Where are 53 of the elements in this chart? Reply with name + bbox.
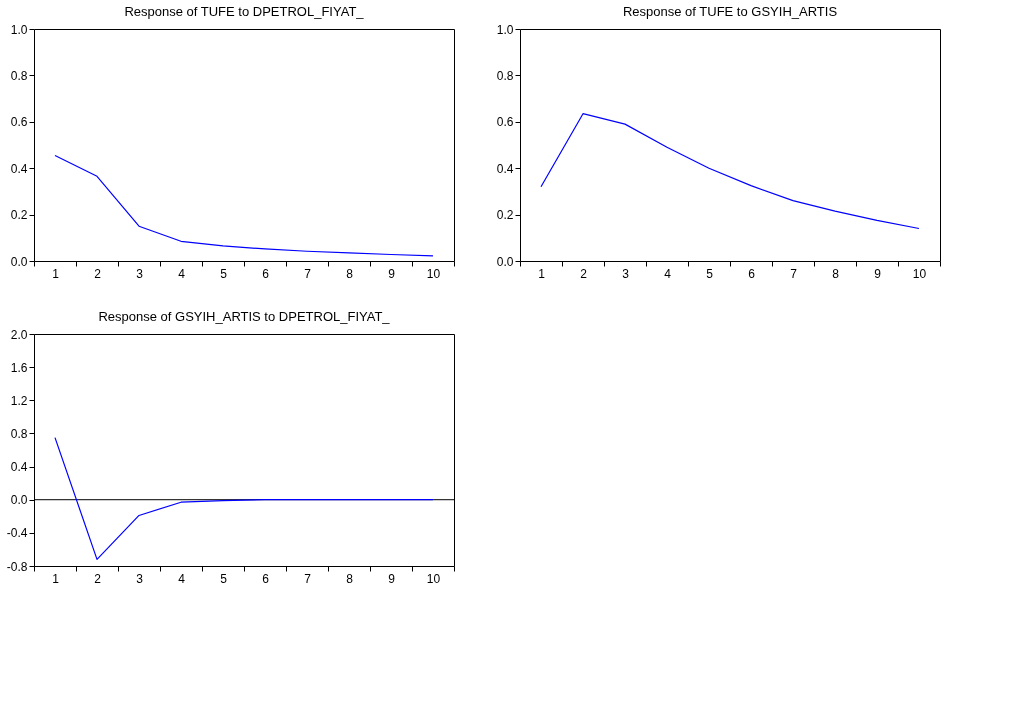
x-tick-label: 9	[388, 266, 396, 281]
x-tick-label: 3	[622, 266, 630, 281]
y-tick-label: 0.8	[10, 426, 28, 441]
x-tick-label: 3	[136, 571, 144, 586]
x-tick-label: 7	[790, 266, 798, 281]
x-tick-label: 1	[52, 571, 60, 586]
y-tick-label: -0.8	[6, 559, 28, 574]
x-tick-label: 2	[94, 571, 102, 586]
x-tick-label: 10	[912, 266, 927, 281]
x-tick-label: 2	[580, 266, 588, 281]
chart-title: Response of TUFE to GSYIH_ARTIS	[622, 4, 838, 19]
x-tick-label: 7	[304, 266, 312, 281]
y-tick-label: 2.0	[10, 327, 28, 342]
y-tick-label: 0.0	[10, 493, 28, 508]
x-tick-label: 10	[426, 266, 441, 281]
y-tick-label: 1.0	[496, 22, 514, 37]
y-tick-label: 0.4	[496, 161, 514, 176]
x-tick-label: 7	[304, 571, 312, 586]
x-tick-label: 2	[94, 266, 102, 281]
y-tick-label: 0.0	[10, 254, 28, 269]
x-tick-label: 1	[538, 266, 546, 281]
y-tick-label: 0.2	[496, 208, 514, 223]
chart-title: Response of TUFE to DPETROL_FIYAT_	[124, 4, 365, 19]
x-tick-label: 8	[832, 266, 840, 281]
y-tick-label: 0.6	[496, 115, 514, 130]
x-tick-label: 5	[220, 266, 228, 281]
y-tick-label: 0.6	[10, 115, 28, 130]
x-tick-label: 9	[874, 266, 882, 281]
chart-title: Response of GSYIH_ARTIS to DPETROL_FIYAT_	[98, 309, 391, 324]
y-tick-label: 0.8	[496, 68, 514, 83]
y-tick-label: 1.2	[10, 393, 28, 408]
x-tick-label: 4	[178, 266, 186, 281]
x-tick-label: 4	[178, 571, 186, 586]
y-tick-label: 0.0	[496, 254, 514, 269]
x-tick-label: 6	[748, 266, 756, 281]
x-tick-label: 1	[52, 266, 60, 281]
x-tick-label: 6	[262, 266, 270, 281]
y-tick-label: 1.6	[10, 360, 28, 375]
x-tick-label: 3	[136, 266, 144, 281]
x-tick-label: 10	[426, 571, 441, 586]
y-tick-label: 0.8	[10, 68, 28, 83]
x-tick-label: 5	[220, 571, 228, 586]
x-tick-label: 6	[262, 571, 270, 586]
x-tick-label: 8	[346, 571, 354, 586]
y-tick-label: -0.4	[6, 526, 28, 541]
x-tick-label: 4	[664, 266, 672, 281]
y-tick-label: 1.0	[10, 22, 28, 37]
y-tick-label: 0.4	[10, 161, 28, 176]
y-tick-label: 0.4	[10, 460, 28, 475]
x-tick-label: 5	[706, 266, 714, 281]
x-tick-label: 8	[346, 266, 354, 281]
y-tick-label: 0.2	[10, 208, 28, 223]
x-tick-label: 9	[388, 571, 396, 586]
